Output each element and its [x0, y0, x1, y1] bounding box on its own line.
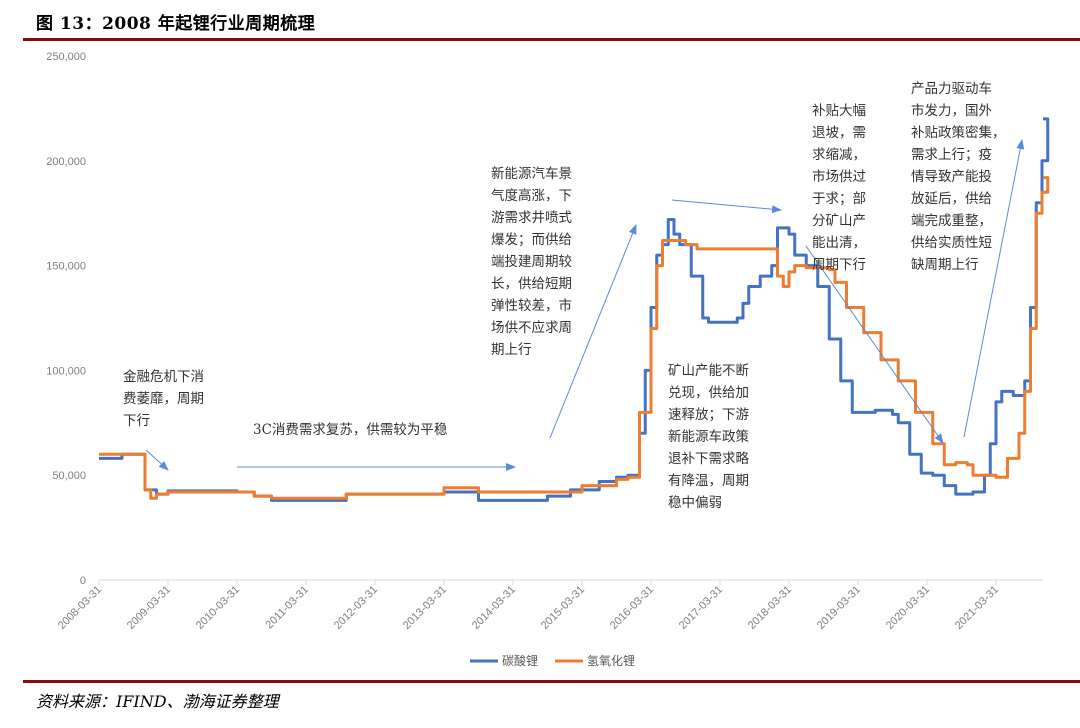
y-tick-label: 100,000 [46, 365, 86, 377]
trend-arrow [671, 199, 782, 214]
series-line-hydroxide [99, 176, 1050, 500]
y-tick-label: 250,000 [46, 51, 86, 63]
x-tick-label: 2011-03-31 [263, 584, 311, 632]
series-line-carbonate [99, 117, 1050, 502]
x-tick-label: 2009-03-31 [125, 584, 173, 632]
legend-label: 碳酸锂 [502, 653, 538, 668]
y-tick-label: 200,000 [46, 156, 86, 168]
x-tick-label: 2013-03-31 [401, 584, 449, 632]
y-tick-label: 0 [80, 575, 86, 587]
trend-arrow [145, 449, 169, 471]
bottom-divider [23, 680, 1080, 683]
annotation-supply-release: 矿山产能不断 兑现，供给加 速释放；下游 新能源车政策 退补下需求略 有降温，周… [668, 363, 749, 511]
x-tick-label: 2017-03-31 [677, 584, 725, 632]
x-tick-label: 2008-03-31 [56, 584, 104, 632]
annotation-nev-boom: 新能源汽车景 气度高涨，下 游需求井喷式 爆发；而供给 端投建周期较 长，供给短… [491, 166, 572, 358]
x-tick-label: 2016-03-31 [608, 584, 656, 632]
annotation-3c-recovery: 3C消费需求复苏，供需较为平稳 [253, 422, 448, 438]
y-tick-label: 150,000 [46, 261, 86, 273]
figure-title: 图 13：2008 年起锂行业周期梳理 [36, 14, 316, 34]
x-tick-label: 2021-03-31 [953, 584, 1001, 632]
top-divider [23, 38, 1080, 41]
x-tick-label: 2010-03-31 [194, 584, 242, 632]
x-tick-label: 2014-03-31 [470, 584, 518, 632]
x-tick-label: 2019-03-31 [815, 584, 863, 632]
legend-label: 氢氧化锂 [587, 653, 635, 668]
x-tick-label: 2015-03-31 [539, 584, 587, 632]
x-tick-label: 2012-03-31 [332, 584, 380, 632]
annotation-product-driven: 产品力驱动车 市发力，国外 补贴政策密集， 需求上行；疫 情导致产能投 放延后，… [911, 81, 1006, 273]
annotation-financial-crisis: 金融危机下消 费萎靡，周期 下行 [123, 369, 204, 429]
annotation-subsidy-cut: 补贴大幅 退坡，需 求缩减， 市场供过 于求；部 分矿山产 能出清， 周期下行 [812, 103, 866, 273]
trend-arrow [805, 245, 944, 444]
y-tick-label: 50,000 [52, 470, 86, 482]
source-note: 资料来源：IFIND、渤海证券整理 [36, 692, 279, 711]
x-tick-label: 2020-03-31 [884, 584, 932, 632]
x-tick-label: 2018-03-31 [746, 584, 794, 632]
trend-arrow [549, 224, 637, 439]
trend-arrow [963, 139, 1025, 438]
